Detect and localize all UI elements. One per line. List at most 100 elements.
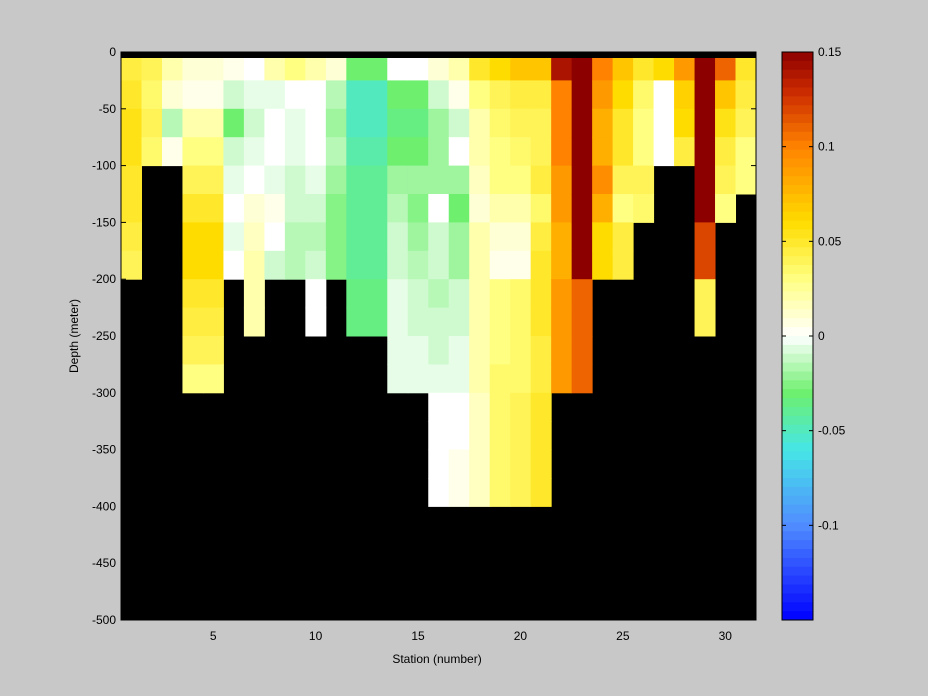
heatmap-cell [530,449,552,479]
heatmap-cell [551,52,573,81]
colorbar-band [782,282,813,293]
heatmap-cell [489,250,511,280]
heatmap-cell [489,80,511,110]
heatmap-cell [694,307,716,337]
heatmap-cell [612,222,634,252]
heatmap-cell [530,80,552,110]
heatmap-cell [448,364,470,394]
colorbar-tick-label: 0 [818,329,825,343]
heatmap-cell [469,137,491,167]
heatmap-cell [448,194,470,223]
heatmap-cell [305,165,327,195]
heatmap-cell [674,80,696,110]
heatmap-cell [223,137,245,167]
plot-area [120,51,757,621]
heatmap-cell [387,165,409,195]
heatmap-cell [469,165,491,195]
x-axis: 5 10 15 20 25 30 [210,52,732,643]
colorbar-band [782,309,813,319]
heatmap-cell [182,250,204,280]
colorbar-tick-label: 0.05 [818,234,842,248]
heatmap-cell [346,108,368,138]
y-tick-label: -100 [92,159,116,173]
heatmap-cell [530,108,552,138]
heatmap-cell [387,222,409,252]
heatmap-cell [141,137,163,167]
heatmap-cell [182,137,204,167]
heatmap-cell [469,449,491,479]
heatmap-cell [448,392,470,422]
heatmap-cell [612,194,634,223]
colorbar-band [782,229,813,239]
heatmap-cell [469,222,491,252]
heatmap-cell [264,52,286,81]
heatmap-cell [571,250,593,280]
heatmap-cell [325,194,347,223]
y-tick-label: -350 [92,443,116,457]
heatmap-cell [530,392,552,422]
heatmap-cell [407,279,429,309]
heatmap-cell [715,165,737,195]
heatmap-cell [530,250,552,280]
x-tick-label: 10 [309,629,323,643]
heatmap-cell [366,279,388,309]
heatmap-cell [715,194,737,223]
heatmap-cell [571,108,593,138]
heatmap-cell [489,165,511,195]
heatmap-cell [407,194,429,223]
heatmap-cell [448,80,470,110]
heatmap-cell [448,279,470,309]
heatmap-cell [530,222,552,252]
heatmap-cell [633,80,655,110]
heatmap-cell [510,336,532,365]
heatmap-cell [715,108,737,138]
heatmap-cell [387,279,409,309]
heatmap-cell [653,108,675,138]
heatmap-cell [510,137,532,167]
heatmap-cell [510,80,532,110]
heatmap-cell [182,279,204,309]
heatmap-cell [428,108,450,138]
heatmap-cell [571,222,593,252]
heatmap-cell [510,307,532,337]
heatmap-cell [284,108,306,138]
heatmap-cell [366,307,388,337]
heatmap-cell [510,279,532,309]
colorbar-tick-label: -0.1 [818,518,839,532]
heatmap-cell [428,194,450,223]
heatmap-cell [735,137,757,167]
colorbar-band [782,504,813,514]
heatmap-cell [715,52,737,81]
y-tick-label: -450 [92,556,116,570]
heatmap-cell [202,165,224,195]
heatmap-cell [264,80,286,110]
heatmap-cell [121,194,142,223]
y-tick-label: -400 [92,499,116,513]
heatmap-cell [469,52,491,81]
heatmap-cell [407,80,429,110]
heatmap-cell [284,165,306,195]
heatmap-cell [428,137,450,167]
heatmap-cell [243,194,265,223]
heatmap-cell [489,222,511,252]
heatmap-cell [612,250,634,280]
y-tick-label: 0 [109,45,116,59]
heatmap-cell [612,80,634,110]
colorbar-band [782,273,813,284]
heatmap-cell [243,80,265,110]
colorbar-band [782,549,813,559]
heatmap-cell [223,108,245,138]
heatmap-cell [469,392,491,422]
colorbar-band [782,424,813,435]
heatmap-cell [366,222,388,252]
heatmap-cell [612,165,634,195]
heatmap-cell [264,108,286,138]
heatmap-cell [264,137,286,167]
heatmap-cell [592,250,614,280]
heatmap-cell [530,336,552,365]
heatmap-cell [510,108,532,138]
heatmap-cell [489,137,511,167]
colorbar-band [782,433,813,443]
heatmap-cell [121,80,142,110]
